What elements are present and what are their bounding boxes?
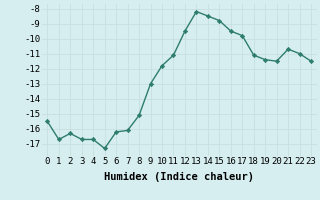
X-axis label: Humidex (Indice chaleur): Humidex (Indice chaleur) bbox=[104, 172, 254, 182]
